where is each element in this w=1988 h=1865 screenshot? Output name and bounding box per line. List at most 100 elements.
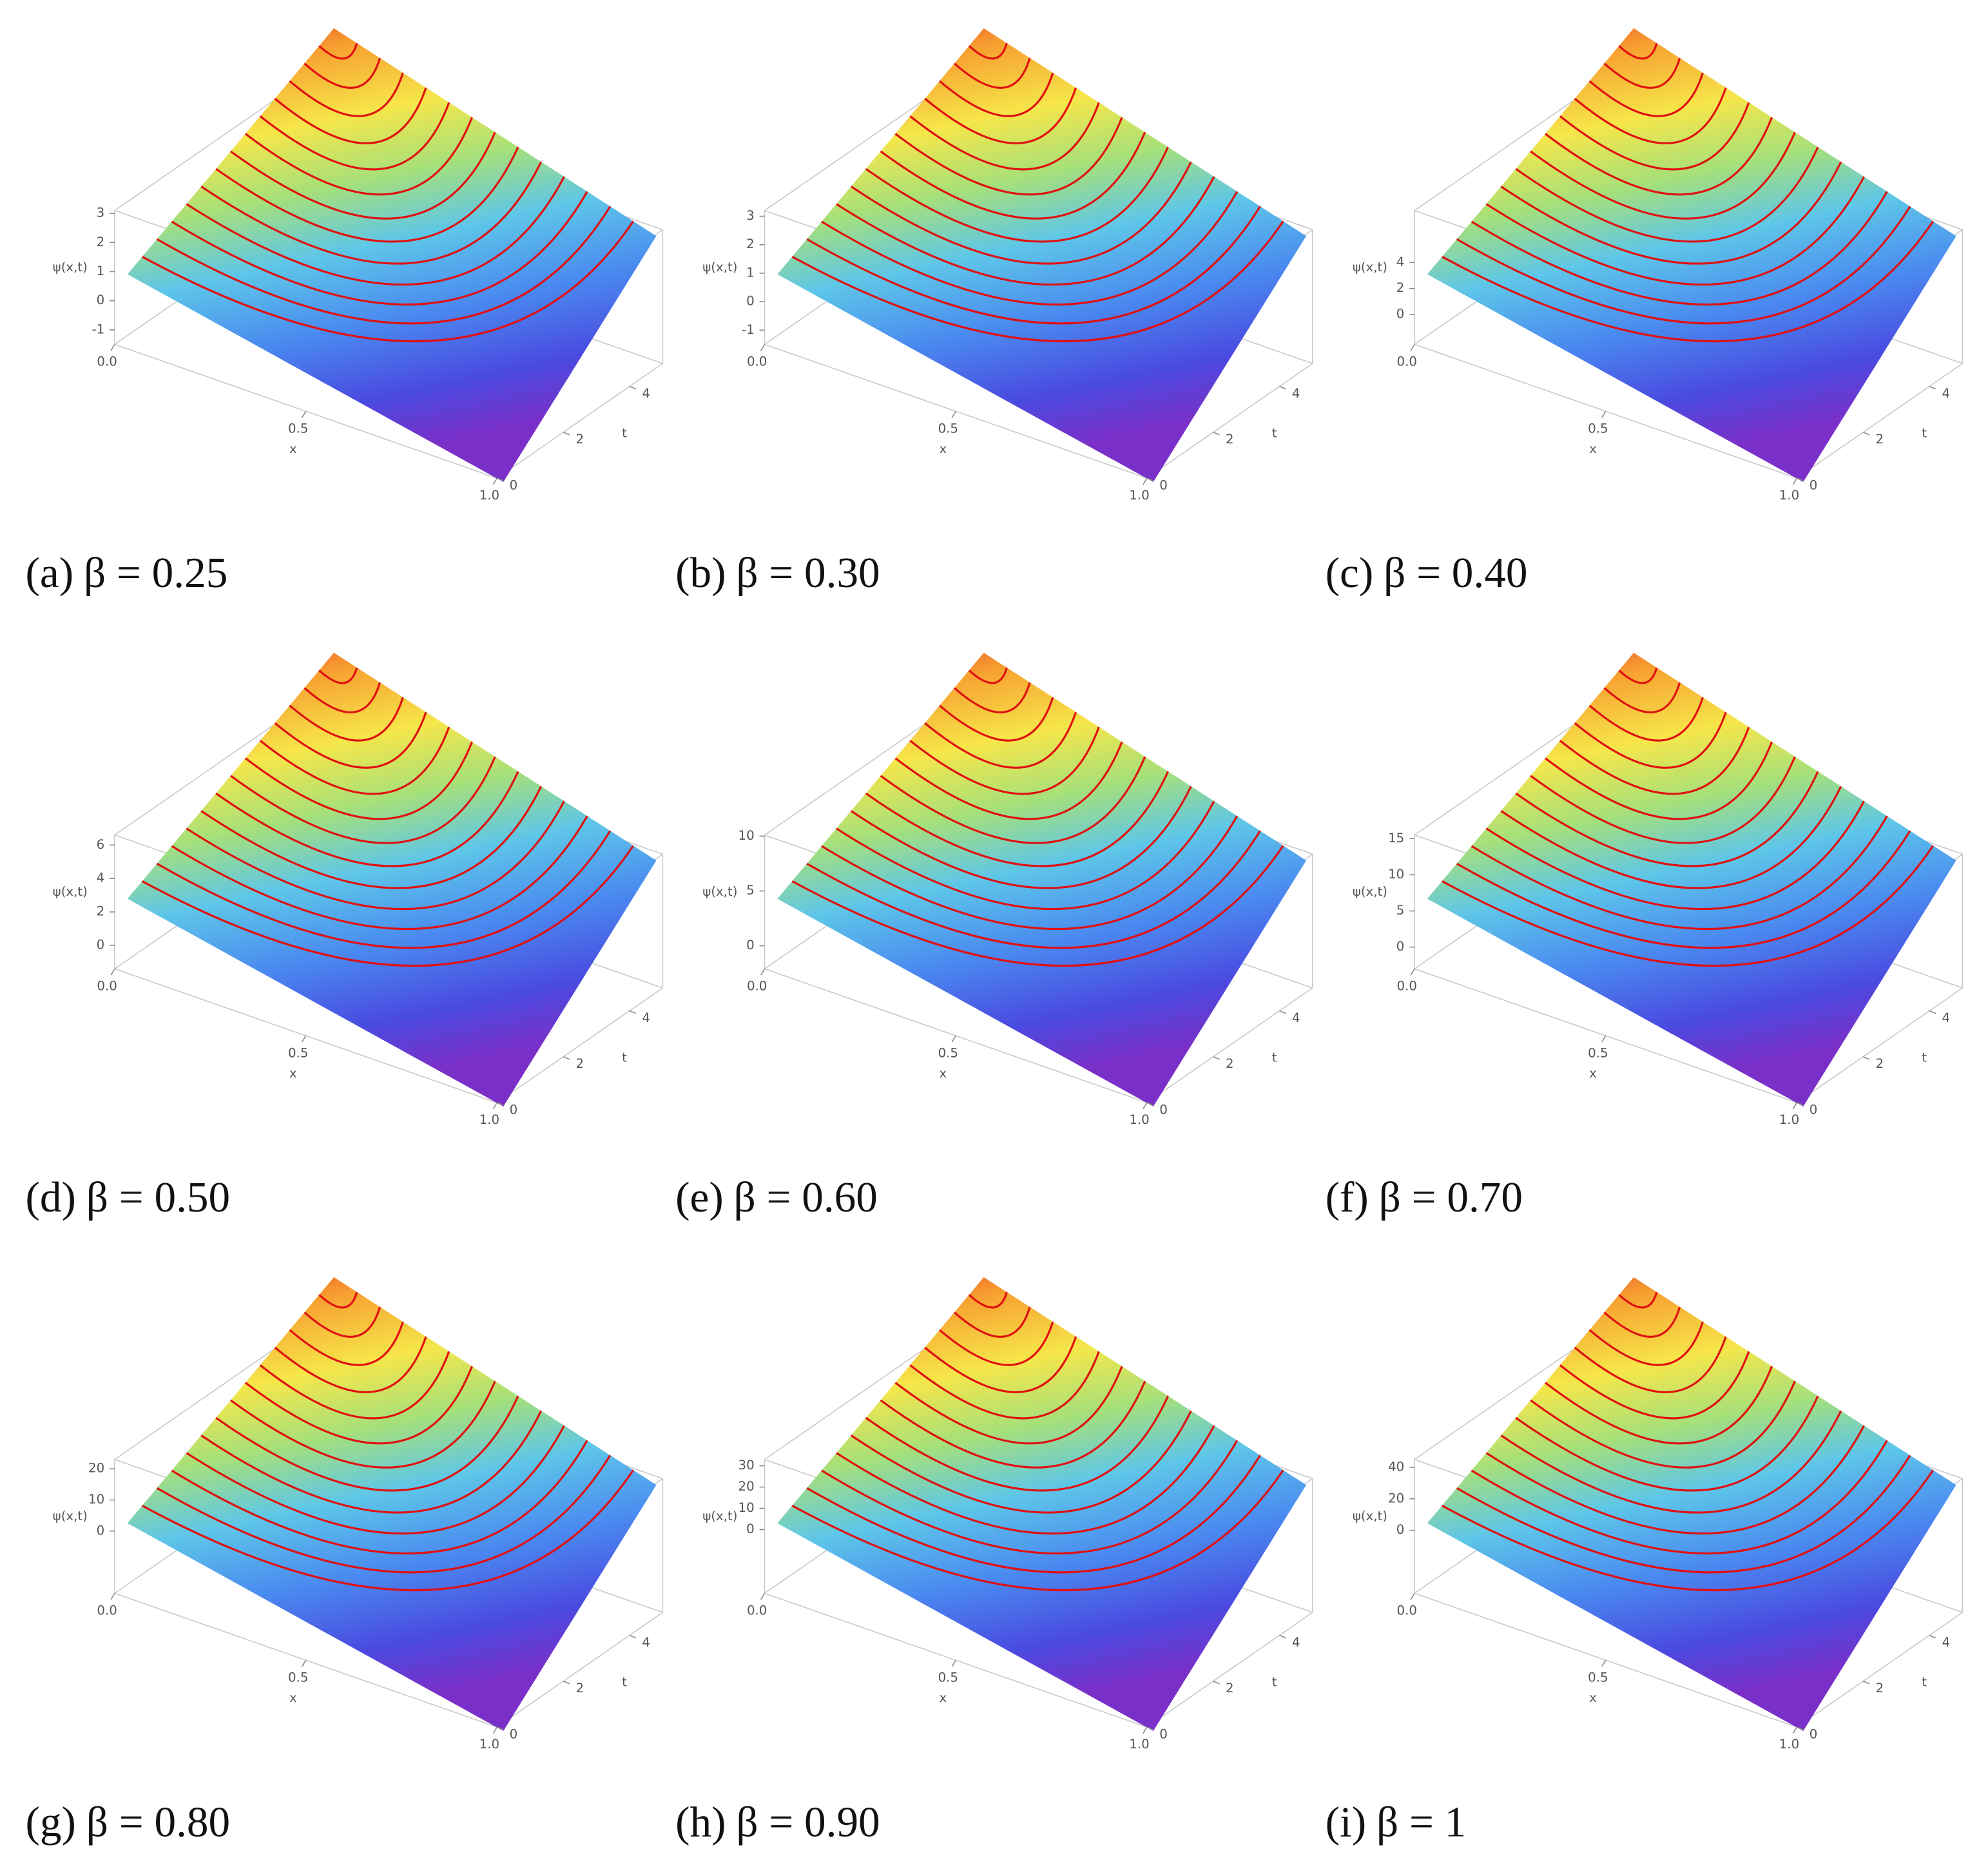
x-tick-label: 0.0 (747, 979, 767, 994)
t-tick (1146, 478, 1153, 481)
z-tick-label: 5 (1396, 903, 1405, 918)
t-tick (563, 1681, 570, 1685)
x-tick (1143, 1102, 1148, 1110)
contour-line (304, 682, 381, 713)
t-tick (563, 432, 570, 436)
t-tick (1862, 432, 1870, 436)
contour-line (1530, 756, 1796, 844)
contour-line (1588, 697, 1704, 742)
contour-line (1544, 1366, 1773, 1445)
contour-line (1574, 1336, 1727, 1393)
t-tick (1797, 1726, 1804, 1730)
z-axis-label: ψ(x,t) (1353, 260, 1387, 275)
x-tick-label: 0.0 (747, 354, 767, 369)
t-tick-label: 2 (1876, 432, 1884, 447)
contour-line (259, 102, 450, 171)
contour-line (186, 1425, 565, 1535)
t-tick-label: 2 (1876, 1681, 1884, 1696)
contour-line (850, 1410, 1192, 1514)
contour-line (274, 711, 427, 769)
contour-line (1603, 1306, 1681, 1338)
x-tick-label: 1.0 (1129, 1737, 1149, 1752)
z-tick-label: 20 (1388, 1491, 1404, 1505)
contour-line (1530, 131, 1796, 220)
caption-label: (b) (675, 549, 726, 597)
t-tick-label: 2 (576, 432, 584, 447)
caption-label: (i) (1326, 1798, 1366, 1846)
caption: (f) β = 0.70 (1326, 1174, 1523, 1222)
contour-line (186, 176, 565, 286)
caption: (c) β = 0.40 (1326, 549, 1528, 597)
x-tick (492, 1102, 497, 1110)
contour-line (1559, 102, 1750, 171)
caption: (b) β = 0.30 (675, 549, 880, 597)
contour-line (953, 682, 1031, 713)
caption-label: (f) (1326, 1174, 1369, 1222)
x-tick-label: 0.5 (288, 1045, 308, 1060)
z-tick-label: 1 (746, 265, 755, 280)
contour-line (215, 1395, 519, 1492)
contour-line (1441, 220, 1935, 343)
x-tick (1792, 1726, 1798, 1734)
caption-text: β = 1 (1376, 1798, 1466, 1846)
box-edge (1796, 987, 1963, 1103)
contours (791, 667, 1284, 967)
t-axis-label: t (1922, 425, 1927, 440)
contour-line (215, 146, 519, 243)
x-axis-label: x (940, 441, 947, 456)
contour-line (244, 117, 474, 196)
t-tick-label: 4 (1942, 1635, 1950, 1650)
contour-line (1515, 771, 1819, 867)
z-tick-label: 0 (746, 938, 755, 952)
x-tick-label: 1.0 (1129, 1112, 1149, 1127)
contour-line (244, 741, 474, 820)
box-edge (1146, 987, 1313, 1103)
contour-line (259, 1351, 450, 1420)
t-tick (629, 1010, 637, 1014)
z-tick-label: -1 (92, 322, 104, 336)
t-tick (1213, 1056, 1220, 1060)
z-tick-label: 4 (1396, 255, 1405, 269)
x-tick-label: 0.5 (938, 1670, 958, 1685)
t-tick-label: 2 (576, 1681, 584, 1696)
z-axis-label: ψ(x,t) (53, 260, 88, 275)
contour-line (894, 1366, 1123, 1445)
z-tick-label: 0 (1396, 1522, 1405, 1537)
contour-line (924, 1336, 1077, 1393)
contour-line (1603, 682, 1681, 713)
t-axis-label: t (1272, 1050, 1277, 1065)
z-axis-label: ψ(x,t) (702, 884, 737, 899)
t-tick-label: 4 (1942, 386, 1950, 401)
t-axis-label: t (1922, 1674, 1927, 1689)
caption-label: (c) (1326, 549, 1374, 597)
box-edge (1796, 1612, 1963, 1728)
z-tick-label: 5 (746, 883, 755, 898)
t-tick-label: 2 (1226, 432, 1234, 447)
contour-line (821, 191, 1239, 305)
contours (141, 667, 635, 967)
contour-line (200, 161, 543, 265)
contour-line (156, 206, 612, 325)
t-tick-label: 0 (1159, 478, 1168, 492)
x-tick (760, 968, 766, 976)
x-axis-label: x (289, 1066, 297, 1081)
surface (1427, 1277, 1956, 1731)
z-tick-label: 0 (97, 938, 105, 952)
t-tick (1862, 1681, 1870, 1685)
z-axis-label: ψ(x,t) (702, 1509, 737, 1523)
box-edge (764, 720, 931, 836)
contour-line (274, 1336, 427, 1393)
t-tick-label: 2 (1226, 1056, 1234, 1071)
caption: (d) β = 0.50 (26, 1174, 231, 1222)
contour-line (909, 1351, 1100, 1420)
panel: 0.0 0.5 1.0 0 2 4 0 10 20 x t ψ(x,t) (g) β = 0.80 (26, 1277, 664, 1846)
contour-line (880, 756, 1146, 844)
contour-line (1574, 87, 1727, 144)
contour-line (1456, 1454, 1911, 1574)
caption: (g) β = 0.80 (26, 1798, 231, 1846)
x-tick (760, 1592, 766, 1600)
x-tick-label: 1.0 (1129, 488, 1149, 503)
t-tick-label: 0 (1159, 1726, 1168, 1741)
x-tick (1792, 478, 1798, 485)
